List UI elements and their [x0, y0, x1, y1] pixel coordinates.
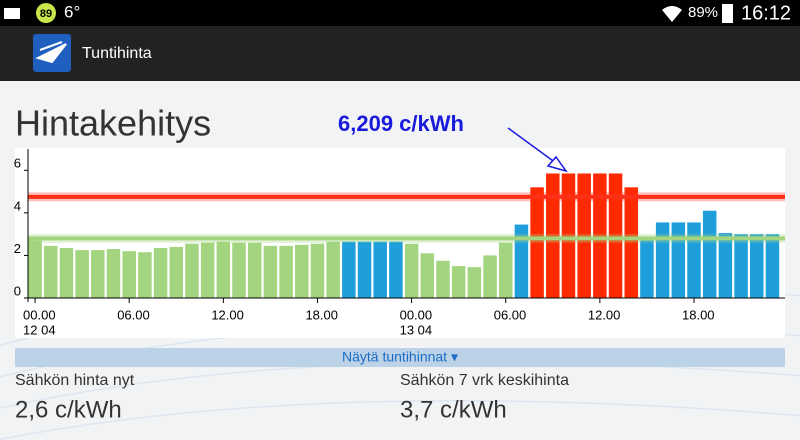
x-tick-label: 18.00 — [682, 307, 715, 322]
heading: Hintakehitys — [15, 103, 211, 144]
temperature: 6° — [64, 2, 80, 21]
bar — [122, 251, 136, 298]
bar — [436, 260, 450, 298]
bar — [561, 173, 576, 298]
badge-text: 89 — [40, 8, 52, 20]
bar — [279, 245, 293, 298]
bar — [106, 249, 121, 298]
annotation: 6,209 c/kWh — [338, 111, 464, 136]
bar — [467, 267, 482, 298]
y-tick-label: 0 — [14, 283, 21, 298]
bar — [153, 247, 168, 298]
bar — [247, 242, 262, 298]
x-tick-label: 12.00 — [588, 307, 621, 322]
stat-label: Sähkön 7 vrk keskihinta — [400, 372, 569, 389]
annotation-arrow — [507, 127, 568, 173]
stat-value: 3,7 c/kWh — [400, 396, 507, 423]
wifi-icon — [662, 6, 682, 22]
usb-icon — [4, 8, 20, 19]
bar — [546, 173, 560, 298]
y-tick-label: 6 — [14, 156, 21, 171]
app-bar — [0, 26, 800, 81]
x-tick-label: 12.00 — [211, 307, 244, 322]
bar — [624, 187, 638, 298]
bar — [514, 224, 529, 298]
bar — [326, 241, 340, 298]
bar — [295, 244, 309, 298]
bar — [389, 241, 403, 298]
bar — [765, 234, 780, 298]
bar — [200, 242, 215, 298]
bar — [498, 242, 513, 298]
app-title: Tuntihinta — [82, 45, 152, 62]
stat-value: 2,6 c/kWh — [15, 396, 122, 423]
x-tick-label: 06.00 — [117, 307, 150, 322]
bar — [185, 243, 199, 298]
bar — [734, 234, 748, 298]
date-label: 12 04 — [23, 322, 56, 337]
bar — [687, 222, 701, 298]
toggle-text[interactable]: Näytä tuntihinnat ▾ — [342, 349, 458, 365]
bar — [483, 255, 497, 298]
bar — [44, 245, 58, 298]
bar — [263, 245, 278, 298]
stat-label: Sähkön hinta nyt — [15, 372, 135, 389]
battery-icon — [722, 4, 733, 23]
bar — [655, 222, 670, 298]
bar — [702, 210, 717, 298]
bar — [420, 253, 435, 298]
status-bar — [0, 0, 800, 26]
bar — [373, 241, 387, 298]
bar — [91, 250, 105, 298]
bar — [577, 173, 591, 298]
bar — [169, 246, 184, 298]
x-tick-label: 18.00 — [305, 307, 338, 322]
x-tick-label: 00.00 — [23, 307, 56, 322]
x-tick-label: 06.00 — [494, 307, 527, 322]
app-icon-glyph — [35, 41, 67, 64]
bar — [718, 233, 733, 298]
bar — [357, 241, 372, 298]
bar — [640, 240, 654, 298]
battery-level: 89% — [688, 4, 718, 21]
y-tick-label: 2 — [14, 241, 21, 256]
bar — [310, 243, 325, 298]
bar — [671, 222, 686, 298]
bar — [75, 250, 89, 298]
bar — [608, 173, 623, 298]
bar — [451, 266, 466, 298]
bar — [232, 242, 246, 298]
bar — [404, 243, 419, 298]
bar — [28, 240, 42, 298]
clock: 16:12 — [741, 2, 791, 24]
bar — [216, 241, 231, 298]
x-tick-label: 00.00 — [400, 307, 433, 322]
date-label: 13 04 — [400, 322, 433, 337]
toggle-bar[interactable] — [15, 348, 785, 367]
bar — [138, 252, 152, 298]
badge-icon — [36, 3, 56, 23]
y-tick-label: 4 — [14, 198, 21, 213]
bar — [593, 173, 607, 298]
bar — [342, 241, 356, 298]
bar — [750, 234, 764, 298]
bar — [59, 247, 74, 298]
bar — [530, 187, 544, 298]
